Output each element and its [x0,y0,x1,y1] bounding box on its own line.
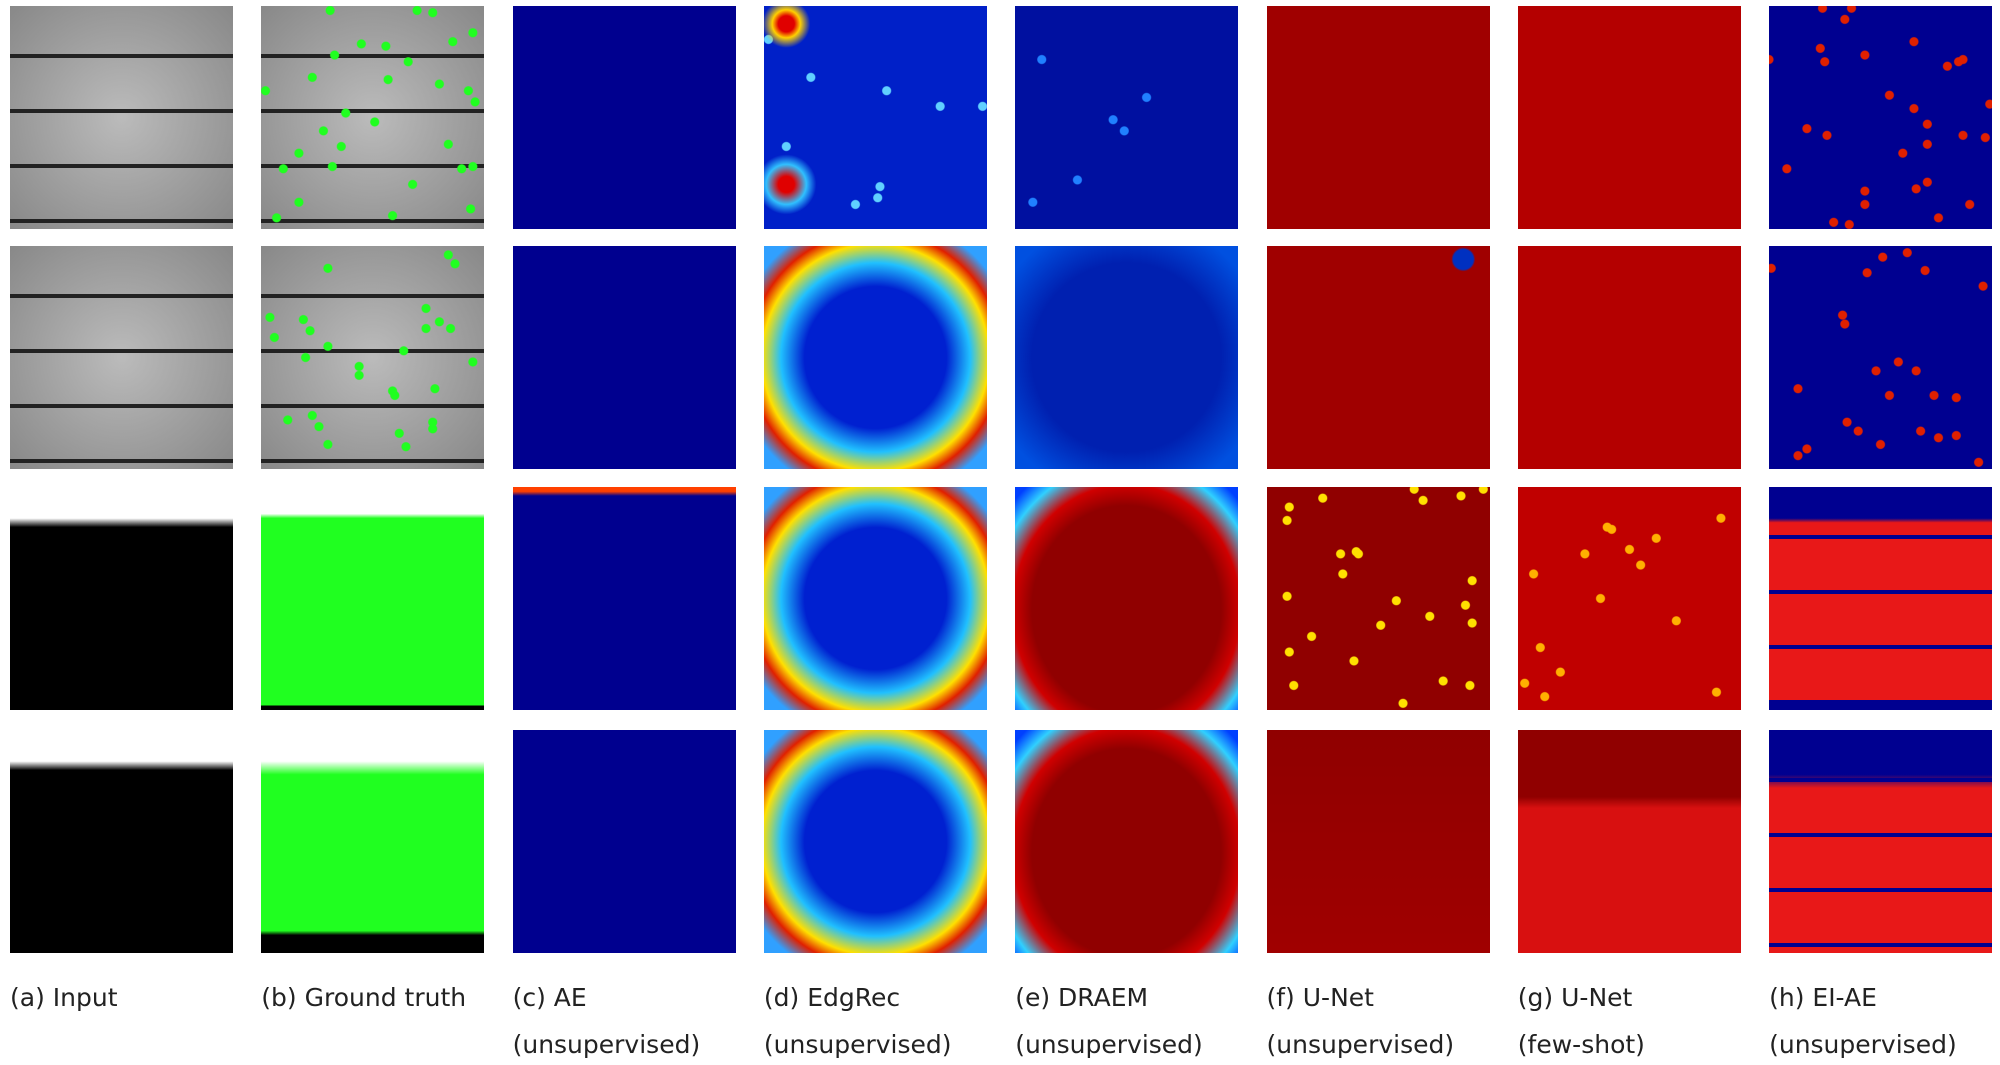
image-panel [1015,6,1239,229]
image-panel [763,487,987,710]
caption-note: (unsupervised) [763,1030,952,1059]
image-panel [1266,487,1490,710]
image-panel [1517,730,1741,953]
caption-label: (c) AE [512,983,587,1012]
image-panel [1266,6,1490,229]
image-panel [1015,487,1239,710]
caption-label: (h) EI-AE [1769,983,1877,1012]
image-panel [1517,487,1741,710]
image-panel [1266,246,1490,469]
image-panel [1015,246,1239,469]
image-panel [10,246,233,469]
caption-note: (few-shot) [1517,1030,1645,1059]
image-panel [10,6,233,229]
caption-note: (unsupervised) [1769,1030,1957,1059]
image-panel [1769,730,1993,953]
image-panel [763,246,987,469]
image-panel [512,246,736,469]
caption-label: (a) Input [10,983,118,1012]
caption-label: (f) U-Net [1266,983,1374,1012]
image-panel [10,730,233,953]
image-panel [1266,730,1490,953]
image-panel [1769,6,1993,229]
image-panel [261,246,485,469]
image-panel [512,730,736,953]
image-panel [261,730,485,953]
caption-label: (b) Ground truth [261,983,467,1012]
image-panel [1015,730,1239,953]
caption-note: (unsupervised) [1266,1030,1455,1059]
image-panel [1769,487,1993,710]
caption-label: (d) EdgRec [763,983,901,1012]
image-panel [1517,6,1741,229]
caption-label: (g) U-Net [1517,983,1633,1012]
image-panel [1769,246,1993,469]
image-panel [512,487,736,710]
caption-label: (e) DRAEM [1015,983,1149,1012]
caption-note: (unsupervised) [1015,1030,1203,1059]
image-panel [261,487,485,710]
image-panel [1517,246,1741,469]
image-panel [763,730,987,953]
image-panel [763,6,987,229]
image-panel [261,6,485,229]
caption-note: (unsupervised) [512,1030,701,1059]
image-panel [10,487,233,710]
image-panel [512,6,736,229]
